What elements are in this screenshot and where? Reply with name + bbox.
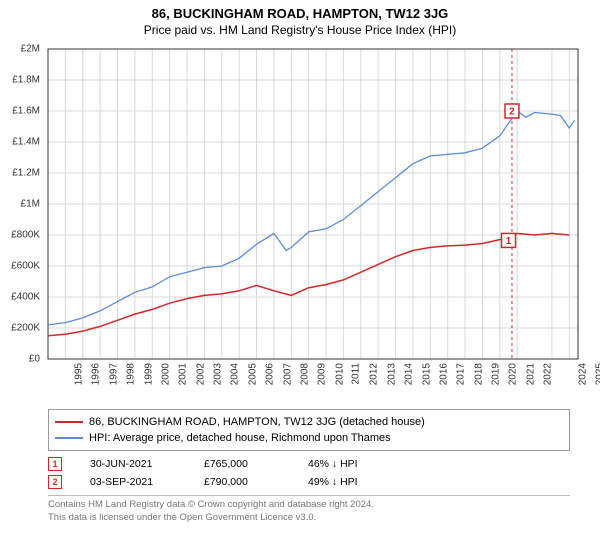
credits: Contains HM Land Registry data © Crown c… [48, 498, 570, 524]
chart-subtitle: Price paid vs. HM Land Registry's House … [0, 21, 600, 41]
legend-label: HPI: Average price, detached house, Rich… [89, 430, 391, 446]
sale-date: 30-JUN-2021 [90, 458, 200, 470]
sales-list: 1 30-JUN-2021 £765,000 46% ↓ HPI 2 03-SEP-202… [48, 455, 570, 491]
sale-date: 03-SEP-2021 [90, 476, 200, 488]
sale-row: 1 30-JUN-2021 £765,000 46% ↓ HPI [48, 455, 570, 473]
chart-container: 86, BUCKINGHAM ROAD, HAMPTON, TW12 3JG P… [0, 0, 600, 560]
legend-swatch [55, 421, 83, 423]
legend-item: HPI: Average price, detached house, Rich… [55, 430, 563, 446]
chart-title: 86, BUCKINGHAM ROAD, HAMPTON, TW12 3JG [0, 0, 600, 21]
plot-svg: 12 [0, 41, 600, 401]
credits-line1: Contains HM Land Registry data © Crown c… [48, 498, 570, 511]
sale-row: 2 03-SEP-2021 £790,000 49% ↓ HPI [48, 473, 570, 491]
chart-area: £0£200K£400K£600K£800K£1M£1.2M£1.4M£1.6M… [0, 41, 600, 401]
sale-marker: 2 [48, 475, 62, 489]
separator [48, 495, 570, 496]
credits-line2: This data is licensed under the Open Gov… [48, 511, 570, 524]
svg-text:2: 2 [509, 107, 515, 118]
sale-pct: 46% ↓ HPI [308, 458, 368, 470]
sale-marker: 1 [48, 457, 62, 471]
sale-price: £790,000 [204, 476, 304, 488]
legend-label: 86, BUCKINGHAM ROAD, HAMPTON, TW12 3JG (… [89, 414, 425, 430]
legend-swatch [55, 437, 83, 439]
sale-price: £765,000 [204, 458, 304, 470]
svg-text:1: 1 [506, 236, 512, 247]
sale-pct: 49% ↓ HPI [308, 476, 368, 488]
legend-item: 86, BUCKINGHAM ROAD, HAMPTON, TW12 3JG (… [55, 414, 563, 430]
legend: 86, BUCKINGHAM ROAD, HAMPTON, TW12 3JG (… [48, 409, 570, 451]
